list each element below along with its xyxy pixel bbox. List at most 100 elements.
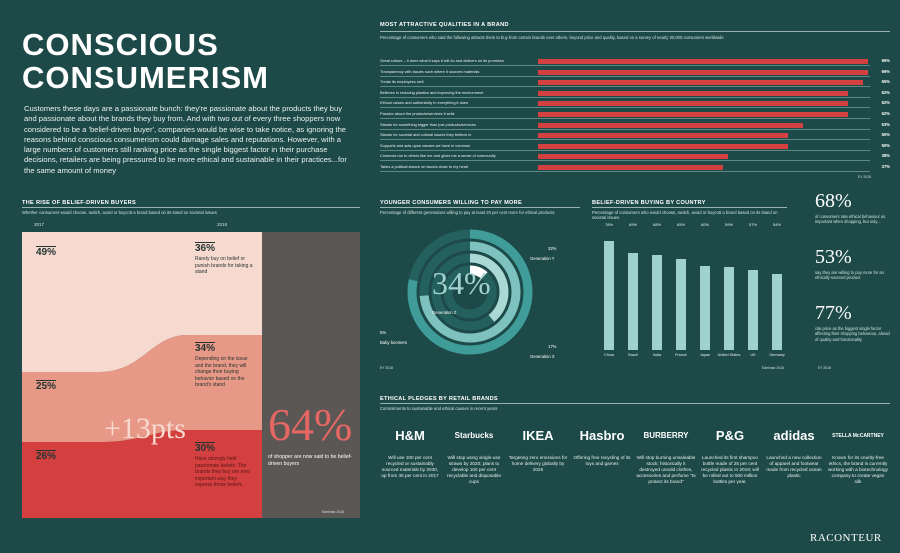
boomers-label: Baby boomers	[380, 340, 407, 345]
rise-2018-b	[187, 335, 262, 430]
rise-flow-b	[100, 335, 187, 442]
country-label: Japan	[699, 353, 711, 357]
intro-text: Customers these days are a passionate bu…	[24, 104, 347, 175]
quality-label: Believes in reducing plastics and improv…	[380, 89, 484, 95]
country-label: Brazil	[628, 353, 638, 357]
page-title: CONSCIOUS CONSUMERISM	[22, 28, 269, 94]
boomers-value: 5%	[380, 330, 387, 335]
ring-segment-baby-boomers	[443, 265, 497, 319]
rise-source: Edelman 2018	[322, 510, 344, 514]
country-bar	[652, 254, 662, 350]
quality-label: Supports and acts upon causes we have in…	[380, 142, 471, 148]
pledge-text: Targeting zero emissions for home delive…	[508, 455, 568, 473]
pledge-text: Will stop using single-use straws by 202…	[447, 455, 501, 485]
quality-bar	[538, 80, 863, 86]
pledge-logo: adidas	[773, 428, 815, 443]
country-bar	[748, 270, 758, 350]
country-label: India	[652, 353, 662, 357]
pledge-logo: IKEA	[522, 428, 554, 443]
quality-label: Takes a political stance on issues close…	[380, 164, 469, 169]
country-value: 78%	[604, 222, 613, 227]
pledge-logo: H&M	[395, 428, 425, 443]
gen-y-label: Generation Y	[530, 256, 555, 261]
quality-value: 65%	[881, 79, 890, 85]
rise-2018-b-value: 34%	[195, 342, 216, 354]
rise-growth: +13pts	[104, 412, 186, 445]
country-label: France	[675, 353, 687, 357]
pledges-title: ETHICAL PLEDGES BY RETAIL BRANDS	[380, 396, 498, 402]
rise-2017-c-value: 26%	[36, 450, 57, 462]
country-value: 59%	[724, 222, 733, 227]
rise-2018-a-text: Rarely buy on belief or punish brands fo…	[195, 256, 253, 275]
country-value: 60%	[700, 222, 709, 227]
rise-rule	[22, 207, 360, 208]
quality-label: Treats its employees well	[380, 79, 424, 85]
quality-row: Stands for something bigger than just pr…	[380, 121, 890, 130]
quality-bar	[538, 122, 803, 128]
quality-label: Great culture – it does what it says it …	[380, 58, 504, 63]
country-label: China	[604, 353, 614, 357]
quality-bar	[538, 133, 788, 139]
younger-title: YOUNGER CONSUMERS WILLING TO PAY MORE	[380, 200, 523, 206]
stat-number: 68%	[815, 190, 852, 212]
rise-subtitle: Whether consumers would choose, switch, …	[22, 210, 217, 215]
country-bar	[628, 253, 638, 350]
country-value: 68%	[652, 222, 661, 227]
country-value: 54%	[772, 222, 781, 227]
rise-2017-c	[22, 442, 100, 518]
footer-brand: RACONTEUR	[810, 532, 882, 544]
country-bar	[772, 274, 782, 350]
stat-text: of consumers rate ethical behaviour as i…	[815, 214, 886, 225]
country-bar	[604, 240, 614, 350]
country-value: 69%	[628, 222, 637, 227]
quality-label: Stands for societal and cultural issues …	[380, 132, 472, 138]
quality-row: Treats its employees well 65%	[380, 78, 890, 87]
rise-flow-c	[100, 430, 187, 518]
quality-value: 62%	[881, 100, 890, 106]
title-line-2: CONSUMERISM	[22, 60, 269, 95]
pledge-logo: STELLA McCARTNEY	[832, 433, 884, 439]
pledge-logo: Hasbro	[579, 428, 625, 443]
pledges-rule	[380, 403, 890, 404]
quality-label: Stands for something bigger than just pr…	[380, 121, 476, 127]
rise-2018-c-value: 30%	[195, 442, 216, 454]
quality-row: Passion about the products/services it s…	[380, 110, 890, 119]
stat-number: 77%	[815, 302, 852, 324]
stat-number: 53%	[815, 246, 852, 268]
quality-label: Transparency with issues such where it s…	[380, 68, 480, 74]
ring-segment-generation-y	[419, 241, 521, 343]
rise-2018-c-text: Have strongly held passionate beliefs. T…	[195, 456, 250, 488]
qualities-source: EY 2018	[858, 175, 871, 179]
rise-year-2018: 2018	[217, 222, 228, 227]
rise-year-2017: 2017	[34, 222, 45, 227]
stat-text: cite price as the biggest single factor …	[815, 326, 890, 342]
rise-title: THE RISE OF BELIEF-DRIVEN BUYERS	[22, 200, 137, 206]
gen-x-value: 17%	[548, 344, 557, 349]
quality-value: 37%	[881, 164, 890, 169]
quality-bar	[538, 154, 728, 160]
quality-row: Great culture – it does what it says it …	[380, 57, 890, 66]
gen-x-label: Generation X	[530, 354, 555, 359]
pledge-logo: BURBERRY	[643, 431, 689, 440]
country-bar	[724, 267, 734, 350]
country-label: Germany	[769, 353, 785, 357]
quality-bar	[538, 101, 848, 107]
rise-2017-b	[22, 372, 100, 442]
country-label: United States	[717, 353, 741, 357]
pledge-text: Will use 100 per cent recycled or sustai…	[381, 455, 439, 479]
generation-ring-chart	[407, 229, 533, 355]
rise-2017-a	[22, 232, 100, 372]
country-value: 65%	[676, 222, 685, 227]
quality-row: Stands for societal and cultural issues …	[380, 131, 890, 140]
stat-text: say they are willing to pay more for an …	[815, 270, 884, 281]
quality-row: Takes a political stance on issues close…	[380, 163, 890, 172]
quality-value: 62%	[881, 89, 890, 95]
qualities-subtitle: Percentage of consumers who said the fol…	[380, 35, 724, 40]
quality-value: 50%	[881, 132, 890, 138]
stats-source: EY 2018	[818, 366, 831, 370]
quality-bar	[538, 90, 848, 96]
quality-bar	[538, 112, 848, 117]
title-line-1: CONSCIOUS	[22, 27, 219, 62]
country-bar	[676, 259, 686, 350]
pledge-logo: Starbucks	[454, 431, 494, 440]
